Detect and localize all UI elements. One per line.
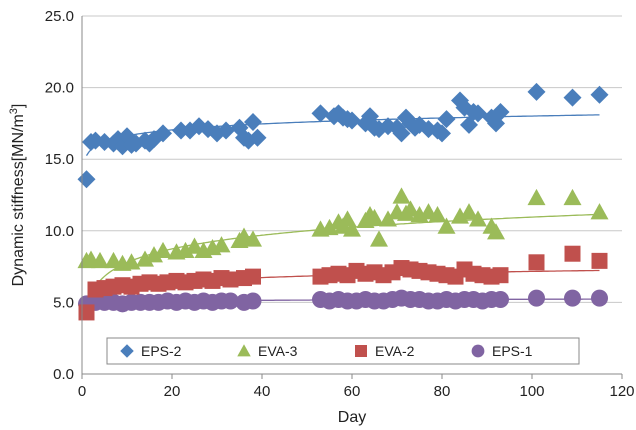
point-eps-2 xyxy=(190,117,208,136)
point-eps-2 xyxy=(590,85,609,104)
point-eva-3 xyxy=(185,237,204,254)
point-eva-3 xyxy=(91,251,109,269)
point-eva-3 xyxy=(460,203,478,220)
y-tick-label: 5.0 xyxy=(53,294,74,311)
point-eva-3 xyxy=(379,210,397,227)
y-tick-label: 10.0 xyxy=(45,223,74,240)
y-axis-title-main: Dynamic stiffness[MN/m xyxy=(10,114,27,286)
y-tick-label: 25.0 xyxy=(45,8,74,25)
point-eps-2 xyxy=(563,88,582,107)
point-eps-1 xyxy=(222,292,239,310)
point-eva-3 xyxy=(590,203,609,220)
point-eva-3 xyxy=(212,236,231,253)
point-eva-3 xyxy=(343,220,361,237)
legend-marker-eva-2 xyxy=(355,345,367,357)
x-tick-label: 100 xyxy=(519,383,544,400)
point-eps-2 xyxy=(77,170,96,189)
point-eva-3 xyxy=(176,241,195,259)
point-eva-3 xyxy=(122,253,141,270)
point-eva-3 xyxy=(392,187,411,204)
legend-marker-eps-1 xyxy=(471,344,485,358)
point-eva-3 xyxy=(487,223,505,240)
point-eva-3 xyxy=(320,218,339,236)
legend-label-eva-2: EVA-2 xyxy=(375,343,415,359)
legend-label-eps-1: EPS-1 xyxy=(492,343,533,359)
point-eva-3 xyxy=(469,210,487,227)
point-eps-2 xyxy=(154,124,172,143)
point-eps-2 xyxy=(217,121,235,140)
point-eps-2 xyxy=(392,124,411,143)
legend-label-eva-3: EVA-3 xyxy=(258,343,298,359)
y-tick-label: 15.0 xyxy=(45,151,74,168)
point-eps-2 xyxy=(469,104,487,123)
x-tick-label: 80 xyxy=(434,383,451,400)
point-eva-3 xyxy=(154,241,172,259)
point-eva-2 xyxy=(564,245,581,262)
y-tick-label: 20.0 xyxy=(45,80,74,97)
point-eps-2 xyxy=(379,117,397,136)
x-tick-label: 20 xyxy=(164,383,181,400)
point-eva-2 xyxy=(492,267,509,284)
point-eps-2 xyxy=(370,120,388,139)
y-tick-label: 0.0 xyxy=(53,366,74,383)
y-axis-title: Dynamic stiffness[MN/m3] xyxy=(8,104,27,287)
x-tick-label: 120 xyxy=(609,383,634,400)
x-tick-label: 40 xyxy=(254,383,271,400)
x-tick-label: 0 xyxy=(78,383,86,400)
point-eps-2 xyxy=(433,124,451,143)
point-eps-1 xyxy=(492,291,509,309)
point-eva-2 xyxy=(528,254,545,271)
legend-label-eps-2: EPS-2 xyxy=(141,343,182,359)
point-eps-2 xyxy=(208,124,226,143)
tick-labels: 0.0 5.0 10.0 15.0 20.0 25.0 0 20 40 60 80 100 120 xyxy=(45,8,635,400)
point-eva-3 xyxy=(527,188,546,206)
point-eps-2 xyxy=(343,111,361,130)
point-eps-1 xyxy=(564,289,581,307)
point-eva-3 xyxy=(563,188,582,206)
point-eps-1 xyxy=(528,289,545,307)
y-axis-title-end: ] xyxy=(10,104,27,108)
axes xyxy=(81,16,623,379)
point-eva-3 xyxy=(437,217,456,234)
point-eva-3 xyxy=(428,206,447,223)
point-eva-3 xyxy=(370,230,388,247)
point-eps-2 xyxy=(437,110,456,129)
legend-marker-eps-2 xyxy=(120,344,134,358)
x-axis-title: Day xyxy=(338,409,366,426)
point-eva-2 xyxy=(591,252,608,269)
point-eps-1 xyxy=(244,292,262,310)
point-eps-2 xyxy=(491,102,510,121)
point-eva-2 xyxy=(78,304,95,321)
point-eps-2 xyxy=(527,82,546,101)
point-eva-3 xyxy=(451,207,469,224)
point-eva-3 xyxy=(365,208,384,226)
point-eva-3 xyxy=(401,200,420,217)
x-tick-label: 60 xyxy=(344,383,361,400)
point-eps-2 xyxy=(248,128,267,147)
point-eva-3 xyxy=(136,250,154,267)
point-eps-2 xyxy=(244,112,262,131)
point-eps-2 xyxy=(311,104,330,123)
point-eva-2 xyxy=(222,271,239,288)
point-eps-1 xyxy=(591,289,608,307)
point-eva-3 xyxy=(145,246,163,263)
legend-marker-eva-3 xyxy=(237,344,251,357)
legend-box xyxy=(106,337,580,365)
point-eva-2 xyxy=(245,268,261,285)
point-eva-3 xyxy=(244,230,262,247)
legend: EPS-2 EVA-3 EVA-2 EPS-1 xyxy=(106,337,580,365)
y-axis-title-superscript: 3 xyxy=(8,108,20,114)
data-points xyxy=(77,82,609,321)
